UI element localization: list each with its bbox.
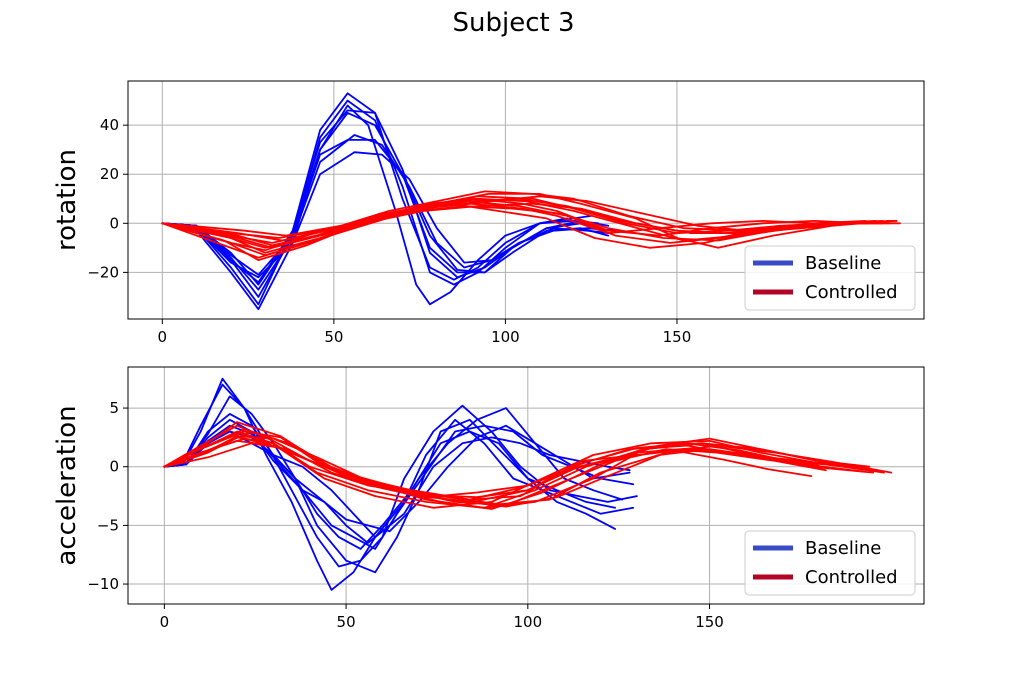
axes-frame xyxy=(127,80,925,320)
baseline-series-line xyxy=(163,395,616,574)
controlled-series-line xyxy=(161,190,901,237)
y-axis-label: rotation xyxy=(52,149,82,251)
rotation-subplot: 0 50 100 150 −20 0 20 40 rotation Baseline Control… xyxy=(52,80,925,346)
baseline-series-line xyxy=(163,430,631,538)
x-tick-label: 0 xyxy=(160,613,170,631)
x-tick-label: 0 xyxy=(158,328,168,346)
baseline-series-line xyxy=(161,109,610,284)
x-tick-label: 100 xyxy=(491,328,520,346)
legend: Baseline Controlled xyxy=(744,245,916,311)
y-tick-label: 0 xyxy=(109,458,119,476)
legend-entry-label: Baseline xyxy=(805,253,881,274)
acceleration-subplot: 0 50 100 150 −10 −5 0 5 acceleration Baseline Cont… xyxy=(52,366,925,631)
y-tick-label: 40 xyxy=(100,116,119,134)
y-axis-label: acceleration xyxy=(52,405,82,565)
legend: Baseline Controlled xyxy=(744,530,916,596)
y-tick-label: 5 xyxy=(109,399,119,417)
y-tick-label: −5 xyxy=(97,516,119,534)
x-tick-label: 100 xyxy=(513,613,542,631)
controlled-series-line xyxy=(163,430,893,508)
controlled-series-line xyxy=(163,421,820,499)
controlled-series-line xyxy=(161,202,870,259)
axes-frame xyxy=(127,366,925,605)
controlled-series-line xyxy=(163,437,813,501)
y-tick-label: 0 xyxy=(109,214,119,232)
y-tick-label: 20 xyxy=(100,165,119,183)
baseline-series-line xyxy=(163,424,635,550)
baseline-series-line xyxy=(161,104,569,311)
figure-title: Subject 3 xyxy=(452,8,575,38)
legend-entry-label: Baseline xyxy=(805,538,881,559)
controlled-series-line xyxy=(161,202,891,249)
baseline-series-line xyxy=(161,112,610,286)
x-tick-label: 50 xyxy=(324,328,343,346)
y-tick-label: −20 xyxy=(87,263,119,281)
x-tick-label: 150 xyxy=(663,328,692,346)
x-tick-label: 150 xyxy=(695,613,724,631)
y-tick-label: −10 xyxy=(87,575,119,593)
x-tick-label: 50 xyxy=(337,613,356,631)
legend-entry-label: Controlled xyxy=(805,567,898,588)
legend-entry-label: Controlled xyxy=(805,282,898,303)
controlled-series-line xyxy=(163,439,827,507)
